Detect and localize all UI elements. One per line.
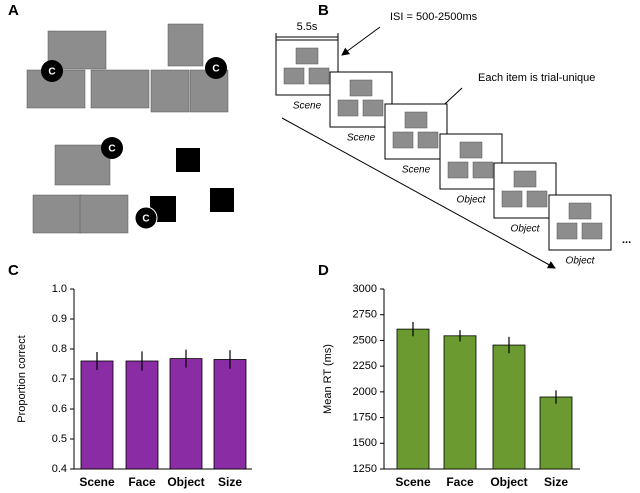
bar [539,396,573,470]
stimulus [392,131,414,149]
x-tick-label: Object [490,475,527,489]
face-image [150,69,190,113]
badge-text: C [142,214,149,225]
arrow [341,26,381,56]
object-image [79,194,129,234]
y-axis-label: Proportion correct [16,335,28,422]
frame-label: Scene [402,165,431,176]
bar [492,344,526,470]
unique-note: Each item is trial-unique [478,72,595,84]
panel-a: C C C C [26,23,234,234]
panel-b: 5.5s ISI = 500-2500ms Each item is trial… [275,11,631,269]
ellipsis: ... [622,234,631,246]
stimulus [447,161,469,179]
object-image [54,144,111,186]
y-tick-label: 1500 [353,437,377,449]
bar [80,360,114,470]
frame-label: Scene [293,101,322,112]
bar [213,359,247,470]
x-tick-label: Face [128,475,156,489]
bar [169,358,203,470]
frame-label: Scene [347,133,376,144]
stimulus [459,141,483,159]
badge [205,57,227,79]
frame-label: Object [457,195,487,206]
x-tick-label: Size [544,475,568,489]
stimulus [472,161,494,179]
square [176,148,200,172]
stimulus [417,131,439,149]
face-image [167,23,204,67]
stimulus [337,99,359,117]
badge-text: C [48,67,55,78]
frame-label: Object [511,224,541,235]
stimulus [581,222,603,240]
x-tick-label: Scene [79,475,115,489]
stimulus [349,79,373,97]
y-tick-label: 1.0 [52,283,67,295]
y-tick-label: 0.5 [52,433,67,445]
object-image [32,194,82,234]
y-tick-label: 2500 [353,334,377,346]
x-tick-label: Size [218,475,242,489]
y-tick-label: 3000 [353,283,377,295]
bar [443,335,477,470]
bar [125,360,159,470]
y-tick-label: 2250 [353,360,377,372]
stimulus [362,99,384,117]
y-tick-label: 0.6 [52,403,67,415]
stimulus [513,170,537,188]
x-tick-label: Face [446,475,474,489]
stimulus [501,190,523,208]
badge-text: C [108,144,115,155]
y-tick-label: 0.4 [52,463,67,475]
panel-label: C [8,262,19,279]
y-axis-label: Mean RT (ms) [322,344,334,414]
y-tick-label: 0.8 [52,343,67,355]
stimulus [404,111,428,129]
duration: 5.5s [297,21,318,33]
stimulus [556,222,578,240]
frame-label: Object [566,256,596,267]
y-tick-label: 1250 [353,463,377,475]
stimulus [295,47,319,65]
y-tick-label: 0.9 [52,313,67,325]
y-tick-label: 0.7 [52,373,67,385]
badge-text: C [212,64,219,75]
panel-label: B [318,2,329,19]
x-tick-label: Scene [395,475,431,489]
isi-note: ISI = 500-2500ms [390,11,478,23]
x-tick-label: Object [167,475,204,489]
stimulus [526,190,548,208]
stimulus [283,67,305,85]
scene-image [90,69,150,109]
panel-label: A [8,2,19,19]
y-tick-label: 2750 [353,309,377,321]
bar [396,328,430,470]
square [210,188,234,212]
y-tick-label: 1750 [353,411,377,423]
time-arrow [281,117,556,269]
panel-label: D [318,262,329,279]
badge [101,137,123,159]
stimulus [308,67,330,85]
stimulus [568,202,592,220]
y-tick-label: 2000 [353,386,377,398]
badge [41,60,63,82]
badge [134,206,158,230]
